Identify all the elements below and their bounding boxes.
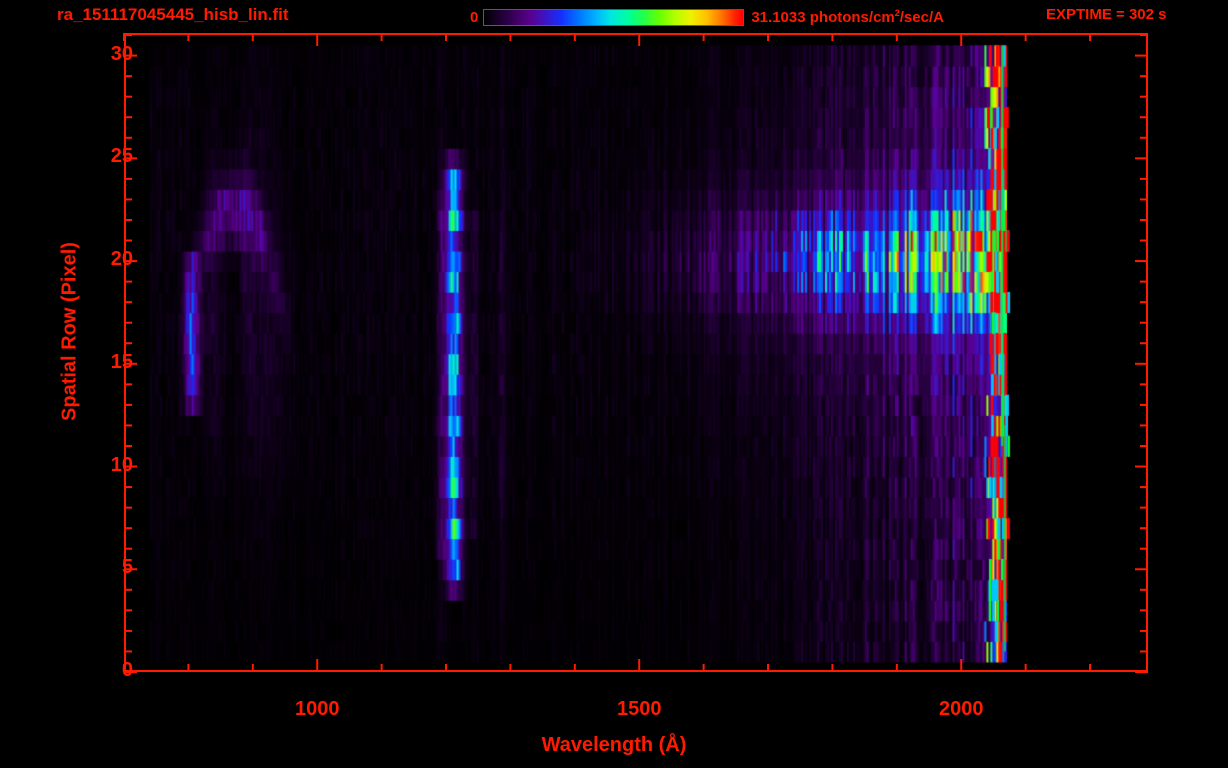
y-tick-label: 5 xyxy=(121,556,133,579)
y-tick-label: 0 xyxy=(121,659,133,681)
exptime-label: EXPTIME = 302 s xyxy=(1046,6,1167,23)
y-tick-label: 25 xyxy=(110,145,133,168)
colorbar: 0 31.1033 photons/cm2/sec/A xyxy=(470,6,944,28)
y-tick-label: 20 xyxy=(110,248,133,271)
colorbar-units-post: /sec/A xyxy=(899,8,944,26)
y-tick-label: 10 xyxy=(110,453,133,476)
colorbar-max-label: 31.1033 photons/cm2/sec/A xyxy=(751,7,944,26)
y-tick-label: 30 xyxy=(110,42,133,65)
x-tick-label: 2000 xyxy=(938,698,984,720)
x-tick-label: 1500 xyxy=(616,698,662,720)
x-tick-label: 1000 xyxy=(294,698,340,720)
page-title: ra_151117045445_hisb_lin.fit xyxy=(57,5,289,24)
spectrogram-image xyxy=(126,35,1146,670)
colorbar-max-value: 31.1033 xyxy=(751,8,806,26)
y-axis-title: Spatial Row (Pixel) xyxy=(58,242,81,421)
x-axis-title: Wavelength (Å) xyxy=(541,734,687,756)
colorbar-units-exponent: 2 xyxy=(894,7,900,18)
colorbar-units-pre: photons/cm xyxy=(809,8,895,26)
colorbar-gradient xyxy=(483,8,745,26)
colorbar-min-label: 0 xyxy=(470,8,479,26)
y-tick-label: 15 xyxy=(110,350,133,373)
